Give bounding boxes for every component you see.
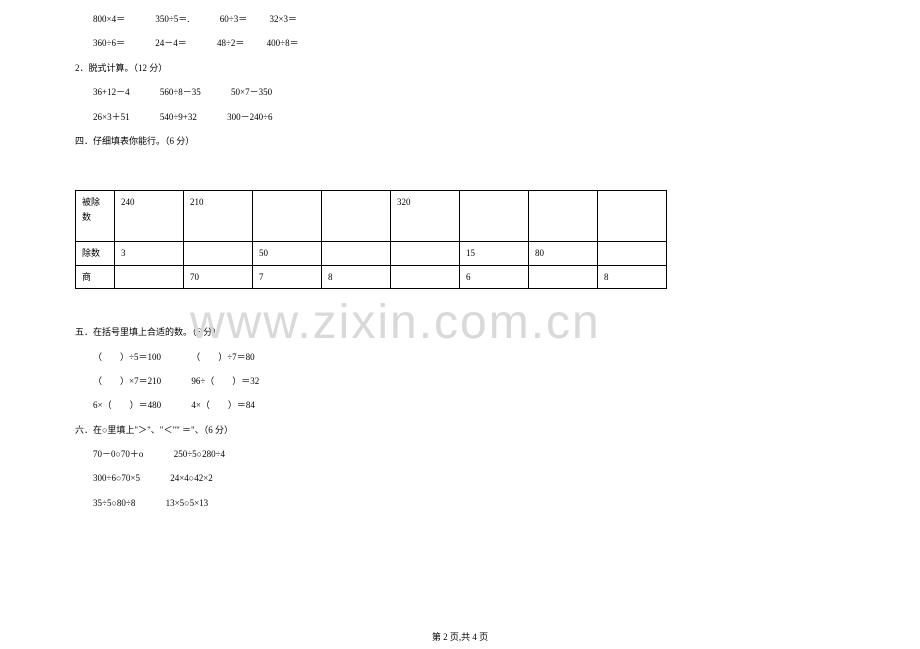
- expr: 96÷（ ）＝32: [191, 374, 259, 388]
- cell: [598, 191, 667, 242]
- expr: 24×4○42×2: [170, 471, 213, 485]
- expr: 360÷6＝: [93, 36, 125, 50]
- expr: 13×5○5×13: [166, 496, 209, 510]
- expr: 4×（ ）＝84: [191, 398, 255, 412]
- expr: 70－0○70＋o: [93, 447, 143, 461]
- expr: 300－240÷6: [227, 110, 272, 124]
- cell: 15: [460, 242, 529, 265]
- expr: 350÷5＝.: [155, 12, 189, 26]
- expr: 36+12－4: [93, 85, 130, 99]
- expr: 800×4＝: [93, 12, 125, 26]
- s6-row3: 35÷5○80÷8 13×5○5×13: [93, 496, 860, 510]
- row-header: 被除数: [76, 191, 115, 242]
- cell: [391, 265, 460, 288]
- cell: 3: [115, 242, 184, 265]
- s2-row2: 26×3＋51 540÷9+32 300－240÷6: [93, 110, 860, 124]
- cell: [115, 265, 184, 288]
- cell: [598, 242, 667, 265]
- cell: 8: [598, 265, 667, 288]
- cell: 7: [253, 265, 322, 288]
- cell: [529, 191, 598, 242]
- cell: [322, 242, 391, 265]
- expr: 26×3＋51: [93, 110, 130, 124]
- section-5-title: 五．在括号里填上合适的数。（6 分）: [75, 325, 860, 339]
- expr: 24－4＝: [155, 36, 187, 50]
- cell: 6: [460, 265, 529, 288]
- s6-row1: 70－0○70＋o 250÷5○280÷4: [93, 447, 860, 461]
- table-row: 除数 3 50 15 80: [76, 242, 667, 265]
- table-row: 商 70 7 8 6 8: [76, 265, 667, 288]
- section-4-title: 四．仔细填表你能行。（6 分）: [75, 134, 860, 148]
- row-header: 除数: [76, 242, 115, 265]
- cell: [391, 242, 460, 265]
- expr: 35÷5○80÷8: [93, 496, 135, 510]
- expr: （ ）÷7＝80: [191, 350, 254, 364]
- expr: 32×3＝: [269, 12, 297, 26]
- cell: 210: [184, 191, 253, 242]
- division-table: 被除数 240 210 320 除数 3 50 15 80 商 70 7 8: [75, 190, 667, 289]
- s6-row2: 300÷6○70×5 24×4○42×2: [93, 471, 860, 485]
- cell: [529, 265, 598, 288]
- cell: [322, 191, 391, 242]
- cell: 80: [529, 242, 598, 265]
- s5-row2: （ ）×7＝210 96÷（ ）＝32: [93, 374, 860, 388]
- arith-row-1: 800×4＝ 350÷5＝. 60÷3＝ 32×3＝: [93, 12, 860, 26]
- expr: 300÷6○70×5: [93, 471, 140, 485]
- s2-row1: 36+12－4 560÷8－35 50×7－350: [93, 85, 860, 99]
- expr: 60÷3＝: [220, 12, 247, 26]
- cell: 70: [184, 265, 253, 288]
- cell: 50: [253, 242, 322, 265]
- expr: （ ）×7＝210: [93, 374, 161, 388]
- expr: 6×（ ）＝480: [93, 398, 161, 412]
- arith-row-2: 360÷6＝ 24－4＝ 48÷2＝ 400÷8＝: [93, 36, 860, 50]
- expr: 50×7－350: [231, 85, 272, 99]
- expr: 48÷2＝: [217, 36, 244, 50]
- page-footer: 第 2 页,共 4 页: [0, 630, 920, 643]
- cell: 8: [322, 265, 391, 288]
- expr: （ ）÷5＝100: [93, 350, 161, 364]
- cell: [184, 242, 253, 265]
- cell: [460, 191, 529, 242]
- table-row: 被除数 240 210 320: [76, 191, 667, 242]
- row-header: 商: [76, 265, 115, 288]
- cell: 320: [391, 191, 460, 242]
- expr: 250÷5○280÷4: [174, 447, 225, 461]
- s5-row1: （ ）÷5＝100 （ ）÷7＝80: [93, 350, 860, 364]
- expr: 540÷9+32: [160, 110, 197, 124]
- expr: 400÷8＝: [267, 36, 299, 50]
- section-2-title: 2．脱式计算。（12 分）: [75, 61, 860, 75]
- cell: 240: [115, 191, 184, 242]
- cell: [253, 191, 322, 242]
- s5-row3: 6×（ ）＝480 4×（ ）＝84: [93, 398, 860, 412]
- expr: 560÷8－35: [160, 85, 201, 99]
- page-body: 800×4＝ 350÷5＝. 60÷3＝ 32×3＝ 360÷6＝ 24－4＝ …: [0, 0, 920, 540]
- section-6-title: 六．在○里填上"＞"、"＜"" ＝"、（6 分）: [75, 423, 860, 437]
